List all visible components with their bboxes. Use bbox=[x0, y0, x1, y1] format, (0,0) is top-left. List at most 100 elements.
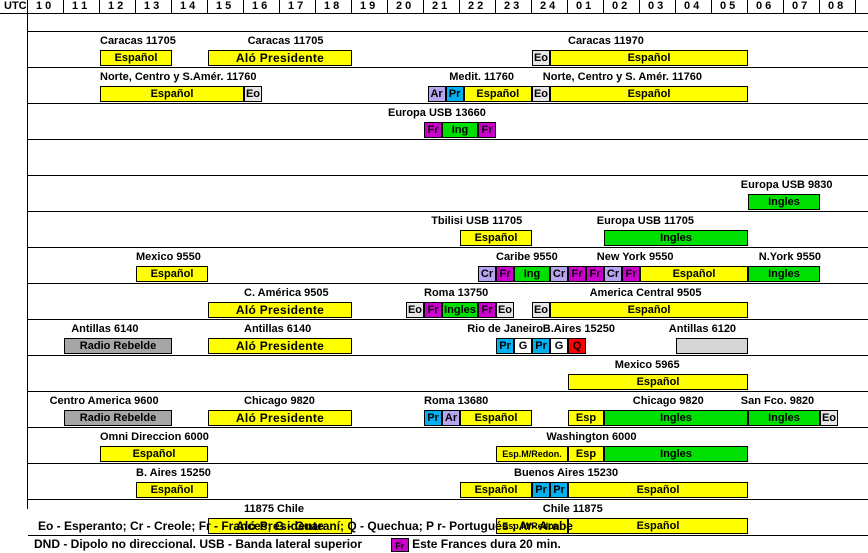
hour-label: 2 0 bbox=[396, 0, 412, 12]
program-block: Fr bbox=[586, 266, 604, 282]
station-label: N.York 9550 bbox=[758, 251, 821, 263]
station-label: Chicago 9820 bbox=[632, 395, 704, 407]
program-block: Ingles bbox=[748, 194, 820, 210]
hour-label: 1 4 bbox=[180, 0, 196, 12]
legend-line-1: Eo - Esperanto; Cr - Creole; Fr - France… bbox=[38, 519, 573, 533]
hour-label: 1 5 bbox=[216, 0, 232, 12]
station-label: San Fco. 9820 bbox=[740, 395, 815, 407]
station-label: Rio de Janeiro bbox=[467, 323, 543, 335]
program-block: Ingles bbox=[604, 230, 748, 246]
hour-label: 2 3 bbox=[504, 0, 520, 12]
program-block: G bbox=[550, 338, 568, 354]
program-block: G bbox=[514, 338, 532, 354]
station-label: 11875 Chile bbox=[244, 503, 304, 515]
station-label: New York 9550 bbox=[596, 251, 674, 263]
station-label: Europa USB 13660 bbox=[388, 107, 486, 119]
station-label: Norte, Centro y S.Amér. 11760 bbox=[100, 71, 257, 83]
program-block: Español bbox=[568, 482, 748, 498]
program-block: Ing bbox=[442, 122, 478, 138]
hour-label: 1 2 bbox=[108, 0, 124, 12]
legend-line-2-text: DND - Dipolo no direccional. USB - Banda… bbox=[34, 537, 363, 551]
program-block: Español bbox=[100, 446, 208, 462]
program-block: Español bbox=[100, 50, 172, 66]
program-block: Pr bbox=[532, 338, 550, 354]
program-block: Ingles bbox=[442, 302, 478, 318]
legend-line-2: DND - Dipolo no direccional. USB - Banda… bbox=[34, 537, 561, 552]
station-label: Chile 11875 bbox=[542, 503, 603, 515]
station-label: B.Aires 15250 bbox=[542, 323, 615, 335]
station-label: Antillas 6140 bbox=[244, 323, 312, 335]
program-block: Pr bbox=[550, 482, 568, 498]
program-block: Ingles bbox=[604, 446, 748, 462]
program-block: Cr bbox=[550, 266, 568, 282]
program-block: Pr bbox=[496, 338, 514, 354]
station-label: B. Aires 15250 bbox=[136, 467, 211, 479]
program-block: Radio Rebelde bbox=[64, 338, 172, 354]
hour-label: 0 5 bbox=[720, 0, 736, 12]
station-label: Washington 6000 bbox=[546, 431, 637, 443]
hour-label: 1 1 bbox=[72, 0, 88, 12]
hour-label: 2 4 bbox=[540, 0, 556, 12]
station-label: Chicago 9820 bbox=[244, 395, 315, 407]
program-block: Español bbox=[550, 50, 748, 66]
program-block: Fr bbox=[568, 266, 586, 282]
program-block: Radio Rebelde bbox=[64, 410, 172, 426]
frances-swatch-icon: Fr bbox=[390, 537, 409, 552]
legend-line-2-note: Este Frances dura 20 min. bbox=[412, 537, 561, 551]
program-block: Español bbox=[460, 230, 532, 246]
program-block: Español bbox=[100, 86, 244, 102]
hour-label: 0 4 bbox=[684, 0, 700, 12]
program-block: Fr bbox=[496, 266, 514, 282]
hour-label: 1 9 bbox=[360, 0, 376, 12]
hour-label: 0 7 bbox=[792, 0, 808, 12]
program-block: Eo bbox=[532, 50, 550, 66]
hour-label: 1 6 bbox=[252, 0, 268, 12]
program-block: Aló Presidente bbox=[208, 50, 352, 66]
station-label: Caracas 11705 bbox=[247, 35, 324, 47]
station-label: C. América 9505 bbox=[244, 287, 329, 299]
program-block: Esp.M/Redon. bbox=[496, 518, 568, 534]
station-label: Tbilisi USB 11705 bbox=[431, 215, 523, 227]
program-block: Cr bbox=[478, 266, 496, 282]
hour-label: 0 6 bbox=[756, 0, 772, 12]
program-block: Aló Presidente bbox=[208, 338, 352, 354]
program-block: Pr bbox=[532, 482, 550, 498]
hour-label: 0 2 bbox=[612, 0, 628, 12]
hour-label: 1 0 bbox=[36, 0, 52, 12]
program-block: Español bbox=[463, 86, 532, 102]
station-label: Mexico 9550 bbox=[136, 251, 201, 263]
program-block: Esp bbox=[568, 410, 604, 426]
program-block: Español bbox=[550, 302, 748, 318]
program-block: Ing bbox=[514, 266, 550, 282]
program-block bbox=[676, 338, 748, 354]
station-label: Caracas 11970 bbox=[568, 35, 644, 47]
hour-label: 0 3 bbox=[648, 0, 664, 12]
program-block: Español bbox=[460, 410, 532, 426]
program-block: Eo bbox=[532, 302, 550, 318]
program-block: Español bbox=[640, 266, 748, 282]
program-block: Español bbox=[550, 86, 748, 102]
program-block: Ingles bbox=[604, 410, 748, 426]
program-block: Ar bbox=[427, 86, 446, 102]
station-label: Antillas 6140 bbox=[71, 323, 139, 335]
program-block: Eo bbox=[496, 302, 514, 318]
station-label: Roma 13750 bbox=[424, 287, 489, 299]
utc-label: UTC bbox=[4, 0, 27, 12]
program-block: Fr bbox=[424, 122, 442, 138]
hour-label: 0 8 bbox=[828, 0, 844, 12]
station-label: Antillas 6120 bbox=[668, 323, 737, 335]
program-block: Español bbox=[460, 482, 532, 498]
hour-label: 1 3 bbox=[144, 0, 160, 12]
station-label: Omni Direccion 6000 bbox=[100, 431, 209, 443]
program-block: Ar bbox=[442, 410, 460, 426]
program-block: Q bbox=[568, 338, 586, 354]
station-label: Caracas 11705 bbox=[100, 35, 176, 47]
program-block: Aló Presidente bbox=[208, 302, 352, 318]
program-block: Fr bbox=[622, 266, 640, 282]
program-block: Eo bbox=[406, 302, 424, 318]
hour-label: 1 7 bbox=[288, 0, 304, 12]
station-label: Buenos Aires 15230 bbox=[514, 467, 619, 479]
program-block: Español bbox=[568, 518, 748, 534]
station-label: Roma 13680 bbox=[424, 395, 489, 407]
